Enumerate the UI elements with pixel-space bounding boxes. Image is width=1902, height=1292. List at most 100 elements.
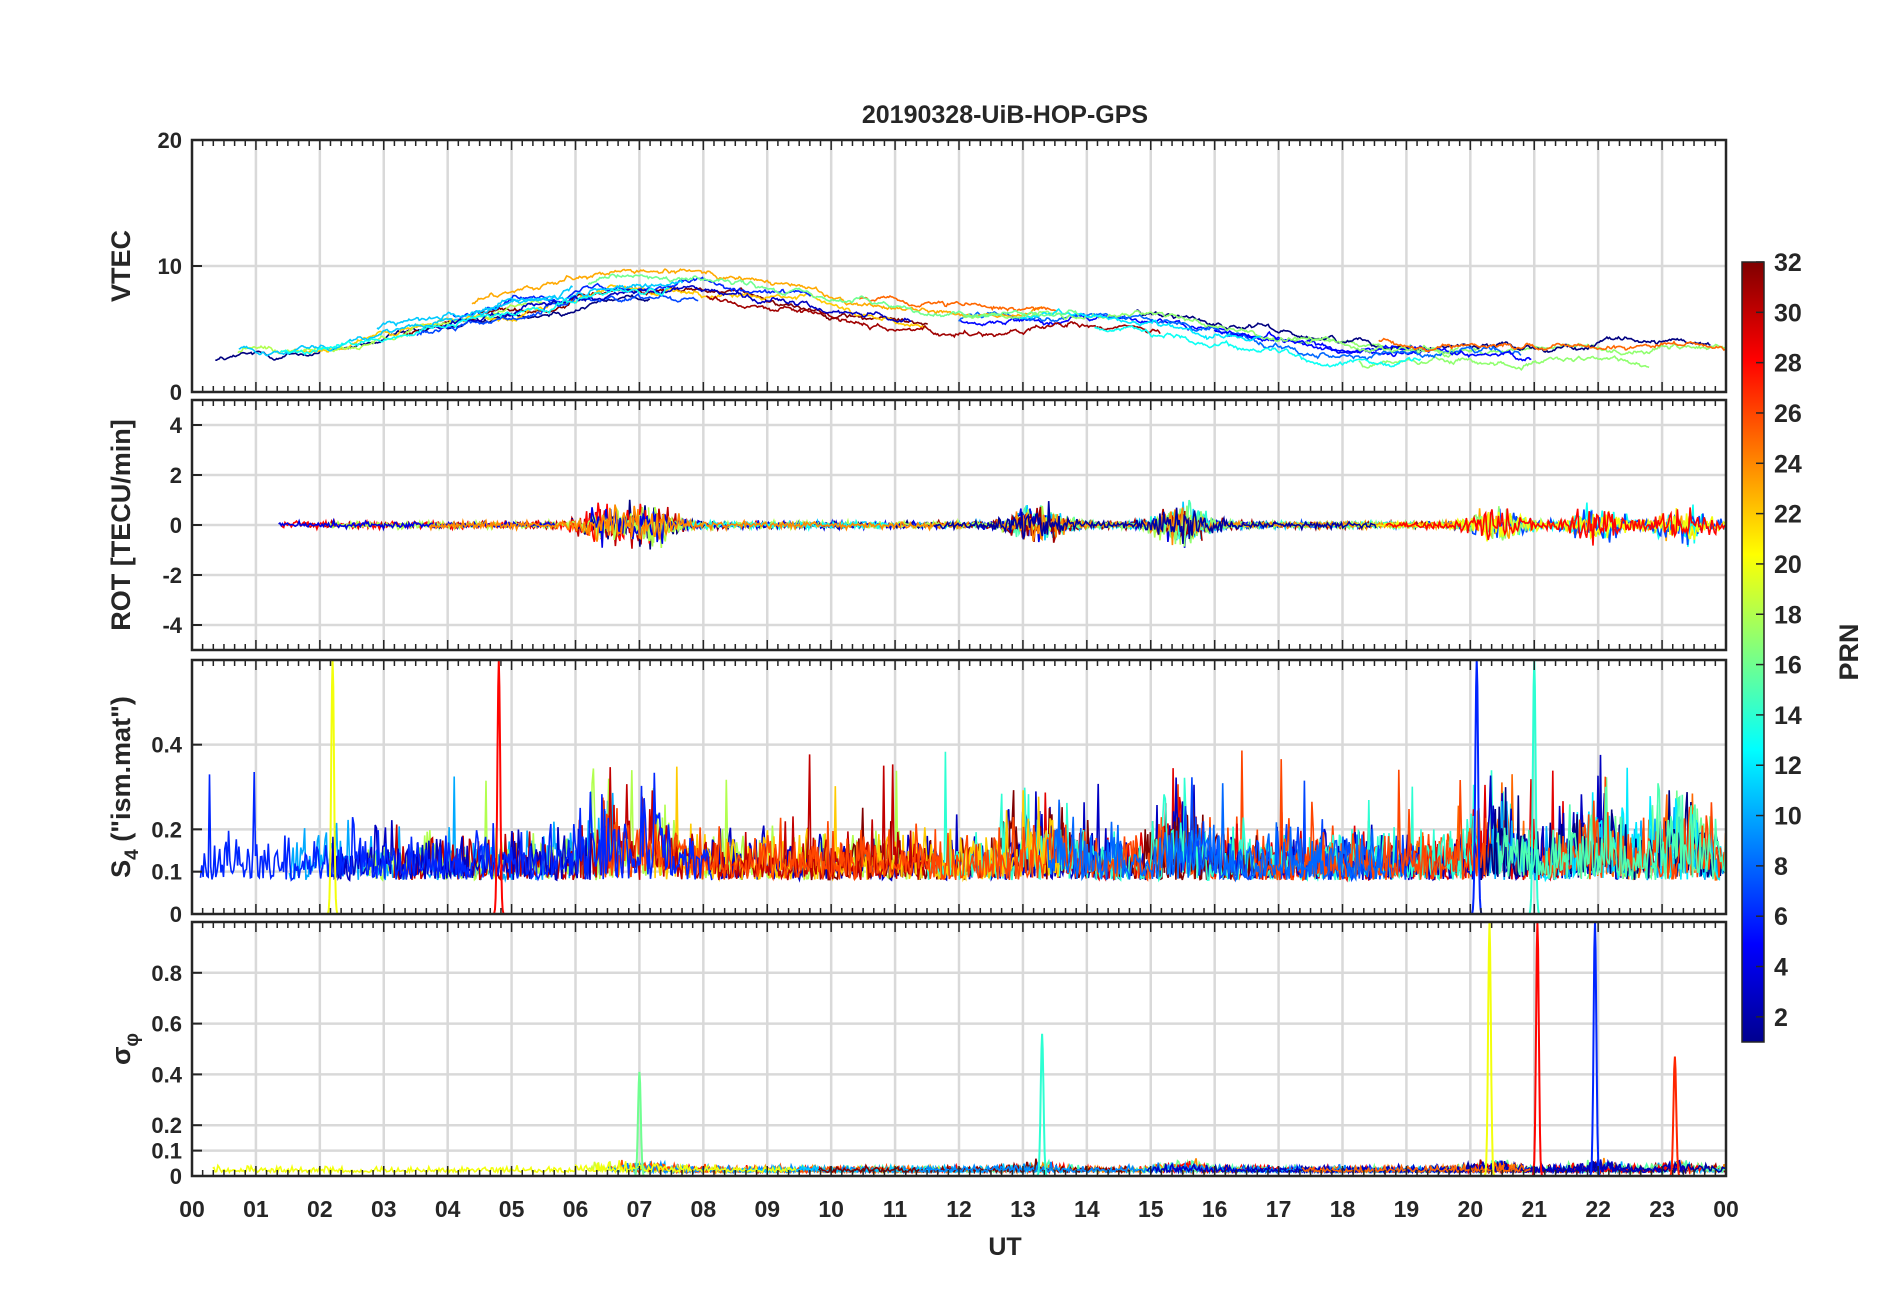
y-tick-label: 0.6 (151, 1012, 182, 1037)
x-tick-label: 16 (1202, 1196, 1228, 1222)
x-tick-label: 18 (1330, 1196, 1356, 1222)
x-tick-label: 19 (1394, 1196, 1420, 1222)
trace-prn (428, 504, 970, 542)
y-tick-label: -2 (162, 563, 182, 588)
x-tick-label: 17 (1266, 1196, 1292, 1222)
trace-prn (1020, 307, 1262, 342)
trace-prn (376, 285, 573, 331)
colorbar-tick-label: 32 (1774, 249, 1802, 277)
trace-prn (278, 517, 557, 532)
spike (1036, 1033, 1048, 1176)
colorbar-tick-label: 24 (1774, 450, 1802, 478)
colorbar-tick-label: 22 (1774, 501, 1802, 529)
spike (1531, 922, 1544, 1176)
y-tick-label: 0.2 (151, 817, 182, 842)
traces-vtec (215, 268, 1726, 372)
trace-prn (1213, 329, 1532, 362)
colorbar-tick-label: 26 (1774, 400, 1802, 428)
y-tick-label: 10 (158, 254, 182, 279)
colorbar-tick-label: 28 (1774, 350, 1802, 378)
y-tick-label: 0.1 (151, 1139, 182, 1164)
y-tick-label: -4 (162, 613, 182, 638)
x-tick-label: 22 (1585, 1196, 1611, 1222)
x-tick-label: 06 (563, 1196, 589, 1222)
y-tick-label: 0 (170, 1164, 182, 1189)
colorbar-tick-label: 4 (1774, 954, 1788, 982)
y-tick-label: 20 (158, 128, 182, 153)
trace-prn (962, 309, 1460, 355)
y-tick-label: 0.2 (151, 1113, 182, 1138)
trace-prn (416, 292, 699, 337)
trace-prn (587, 273, 1080, 318)
grid (192, 922, 1726, 1176)
colorbar-tick-label: 8 (1774, 853, 1788, 881)
trace-prn (293, 284, 926, 354)
x-tick-label: 00 (179, 1196, 205, 1222)
x-tick-label: 14 (1074, 1196, 1100, 1222)
x-tick-label: 07 (627, 1196, 653, 1222)
y-axis-label: σφ (106, 1033, 143, 1065)
y-tick-label: 0 (170, 513, 182, 538)
trace-prn (705, 295, 1161, 339)
panel-vtec: 0 10 20 VTEC (106, 128, 1728, 405)
trace-prn (933, 501, 1377, 545)
spike (1589, 922, 1601, 1176)
x-tick-label: 13 (1010, 1196, 1036, 1222)
x-tick-label: 15 (1138, 1196, 1164, 1222)
colorbar-gradient (1741, 261, 1765, 1043)
x-tick-label: 12 (946, 1196, 972, 1222)
traces-rot (278, 499, 1726, 550)
y-tick-label: 0.8 (151, 961, 182, 986)
x-tick-label: 00 (1713, 1196, 1739, 1222)
spike (1528, 660, 1541, 914)
trace-prn (1358, 355, 1650, 372)
y-tick-label: 0.1 (151, 860, 182, 885)
trace-prn (199, 771, 713, 882)
y-axis-label: VTEC (106, 230, 136, 302)
trace-prn (471, 268, 1043, 319)
colorbar-tick-label: 2 (1774, 1004, 1788, 1032)
trace-prn (1378, 337, 1726, 353)
trace-prn (1183, 777, 1418, 883)
panel-rot: 4 2 0 -2 -4 ROT [TECU/min] (106, 398, 1728, 652)
spike (492, 660, 505, 914)
trace-prn (1541, 776, 1726, 880)
traces-s4 (199, 750, 1726, 884)
x-tick-label: 20 (1458, 1196, 1484, 1222)
y-tick-label: 2 (170, 463, 182, 488)
trace-prn (212, 1160, 797, 1175)
spike (1470, 660, 1483, 914)
trace-prn (858, 294, 1058, 313)
y-axis-label: ROT [TECU/min] (106, 419, 136, 630)
x-tick-label: 10 (818, 1196, 844, 1222)
y-axis-label: S4 ("ism.mat") (106, 696, 143, 878)
x-tick-label: 05 (499, 1196, 525, 1222)
trace-prn (1385, 507, 1726, 546)
colorbar-tick-label: 30 (1774, 299, 1802, 327)
x-tick-label: 23 (1649, 1196, 1675, 1222)
x-axis: 00 01 02 03 04 05 06 07 08 09 10 11 12 13 14 15 16 17 18 19… (179, 1196, 1739, 1222)
trace-prn (280, 287, 670, 356)
x-tick-label: 08 (691, 1196, 717, 1222)
x-tick-label: 09 (754, 1196, 780, 1222)
y-tick-label: 0 (170, 902, 182, 927)
colorbar-tick-label: 18 (1774, 601, 1802, 629)
trace-prn (1094, 325, 1422, 368)
x-tick-label: 02 (307, 1196, 333, 1222)
x-tick-label: 03 (371, 1196, 397, 1222)
x-tick-label: 04 (435, 1196, 461, 1222)
spike (326, 660, 339, 914)
trace-prn (435, 285, 912, 330)
colorbar-tick-label: 12 (1774, 752, 1802, 780)
panel-s4: 0 0.1 0.2 0.4 S4 ("ism.mat") (106, 658, 1728, 927)
colorbar-tick-label: 10 (1774, 803, 1802, 831)
colorbar-tick-label: 20 (1774, 551, 1802, 579)
trace-prn (1496, 783, 1726, 881)
y-tick-label: 0 (170, 380, 182, 405)
x-tick-label: 01 (243, 1196, 269, 1222)
spike (1483, 922, 1496, 1176)
trace-prn (992, 507, 1456, 546)
